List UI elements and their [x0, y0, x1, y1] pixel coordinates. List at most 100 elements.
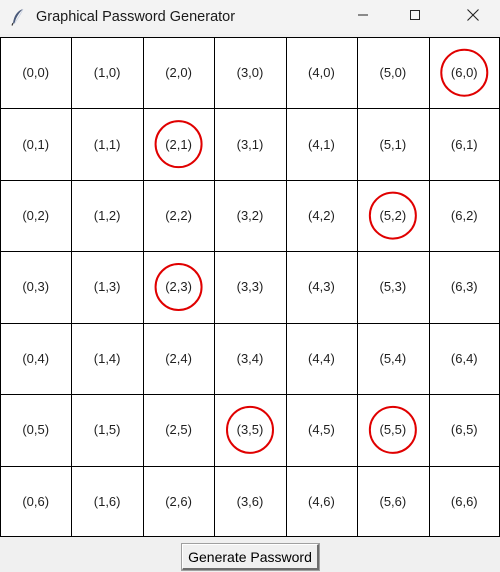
grid-cell-label: (5,3): [379, 279, 407, 295]
grid-cell-label: (5,0): [379, 65, 407, 81]
grid-cell-label: (2,3): [165, 279, 192, 295]
grid-cell[interactable]: (4,6): [286, 466, 357, 537]
grid-cell[interactable]: (5,4): [357, 323, 428, 394]
grid-cell[interactable]: (1,3): [71, 251, 142, 322]
grid-cell[interactable]: (6,4): [429, 323, 500, 394]
grid-cell-label: (2,6): [165, 493, 192, 509]
grid-cell[interactable]: (2,4): [143, 323, 214, 394]
grid-cell[interactable]: (4,3): [286, 251, 357, 322]
grid-cell[interactable]: (6,5): [429, 394, 500, 465]
grid-cell-label: (0,2): [22, 208, 50, 224]
selected-point-marker: [368, 405, 417, 454]
password-grid-canvas[interactable]: (0,0) (1,0) (2,0) (3,0) (4,0) (5,0) (6,0) (0,1)…: [0, 37, 500, 537]
grid-cell-label: (1,2): [93, 208, 121, 224]
grid-cell[interactable]: (1,4): [71, 323, 142, 394]
grid-cell[interactable]: (4,5): [286, 394, 357, 465]
grid-cell-label: (2,5): [165, 422, 192, 438]
grid-cell-label: (6,6): [450, 493, 478, 509]
grid-cell-label: (6,0): [450, 65, 478, 81]
grid-cell-label: (6,3): [450, 279, 478, 295]
grid-cell-label: (4,6): [308, 493, 335, 509]
grid-cell[interactable]: (4,1): [286, 108, 357, 179]
grid-cell[interactable]: (3,1): [214, 108, 285, 179]
grid-cell[interactable]: (5,2): [357, 180, 428, 251]
grid-cell[interactable]: (4,4): [286, 323, 357, 394]
grid-cell-label: (4,0): [308, 65, 335, 81]
button-bar: Generate Password: [0, 537, 500, 572]
grid-cell-label: (4,5): [308, 422, 335, 438]
grid-cell-label: (6,1): [450, 136, 478, 152]
selected-point-marker: [368, 191, 417, 240]
grid-cell[interactable]: (5,0): [357, 37, 428, 108]
grid-cell[interactable]: (1,2): [71, 180, 142, 251]
grid-cell-label: (5,6): [379, 493, 407, 509]
grid-cell[interactable]: (0,1): [0, 108, 71, 179]
grid-cell[interactable]: (0,5): [0, 394, 71, 465]
grid-cell-label: (0,6): [22, 493, 50, 509]
grid-cell[interactable]: (1,1): [71, 108, 142, 179]
maximize-icon: [409, 8, 421, 26]
grid-cell-label: (6,4): [450, 350, 478, 366]
grid-cell-label: (1,5): [93, 422, 121, 438]
grid-cell-label: (6,5): [450, 422, 478, 438]
grid-cell[interactable]: (3,4): [214, 323, 285, 394]
grid-cell[interactable]: (0,3): [0, 251, 71, 322]
grid-cell-label: (3,1): [236, 136, 264, 152]
grid-cell[interactable]: (1,6): [71, 466, 142, 537]
grid-cell-label: (4,3): [308, 279, 335, 295]
grid-cell[interactable]: (1,0): [71, 37, 142, 108]
grid-cell[interactable]: (6,0): [429, 37, 500, 108]
grid-cell[interactable]: (5,6): [357, 466, 428, 537]
grid-cell[interactable]: (2,2): [143, 180, 214, 251]
grid-cell[interactable]: (0,2): [0, 180, 71, 251]
grid-cell[interactable]: (3,5): [214, 394, 285, 465]
selected-point-marker: [154, 263, 203, 311]
grid-cell[interactable]: (6,3): [429, 251, 500, 322]
grid-cell[interactable]: (0,0): [0, 37, 71, 108]
grid-cell-label: (2,4): [165, 350, 192, 366]
maximize-button[interactable]: [392, 0, 438, 34]
close-icon: [466, 8, 480, 27]
grid-cell-label: (4,4): [308, 350, 335, 366]
grid-cell[interactable]: (1,5): [71, 394, 142, 465]
grid-cell[interactable]: (5,5): [357, 394, 428, 465]
generate-password-button[interactable]: Generate Password: [181, 543, 320, 571]
grid-cell[interactable]: (6,1): [429, 108, 500, 179]
selected-point-marker: [226, 405, 274, 454]
grid-cell-label: (1,4): [93, 350, 121, 366]
grid-cell-label: (6,2): [450, 208, 478, 224]
grid-cell[interactable]: (0,4): [0, 323, 71, 394]
grid-cell-label: (5,2): [379, 208, 407, 224]
grid-cell[interactable]: (4,0): [286, 37, 357, 108]
grid-cell[interactable]: (5,3): [357, 251, 428, 322]
grid-cell-label: (3,6): [236, 493, 264, 509]
grid-cell[interactable]: (3,0): [214, 37, 285, 108]
grid-cell-label: (5,4): [379, 350, 407, 366]
selected-point-marker: [440, 48, 489, 97]
grid-cell[interactable]: (3,6): [214, 466, 285, 537]
grid-cell[interactable]: (6,2): [429, 180, 500, 251]
grid-cell-label: (0,5): [22, 422, 50, 438]
grid-cell[interactable]: (0,6): [0, 466, 71, 537]
grid-cell[interactable]: (3,2): [214, 180, 285, 251]
grid-cell[interactable]: (2,3): [143, 251, 214, 322]
grid-cell-label: (3,0): [236, 65, 264, 81]
grid-cell-label: (2,1): [165, 136, 192, 152]
grid-cell-label: (1,1): [93, 136, 121, 152]
minimize-button[interactable]: [340, 0, 386, 34]
grid-cell[interactable]: (6,6): [429, 466, 500, 537]
grid-cell-label: (4,1): [308, 136, 335, 152]
grid-cell[interactable]: (3,3): [214, 251, 285, 322]
grid-cell-label: (2,2): [165, 208, 192, 224]
grid-cell[interactable]: (2,0): [143, 37, 214, 108]
grid-cell[interactable]: (2,5): [143, 394, 214, 465]
grid-cell[interactable]: (2,1): [143, 108, 214, 179]
grid-cell[interactable]: (5,1): [357, 108, 428, 179]
grid-cell[interactable]: (4,2): [286, 180, 357, 251]
grid-cell-label: (4,2): [308, 208, 335, 224]
close-button[interactable]: [450, 0, 496, 34]
grid-cell[interactable]: (2,6): [143, 466, 214, 537]
grid-cell-label: (1,0): [93, 65, 121, 81]
title-bar: Graphical Password Generator: [0, 0, 500, 34]
feather-icon: [10, 8, 26, 26]
